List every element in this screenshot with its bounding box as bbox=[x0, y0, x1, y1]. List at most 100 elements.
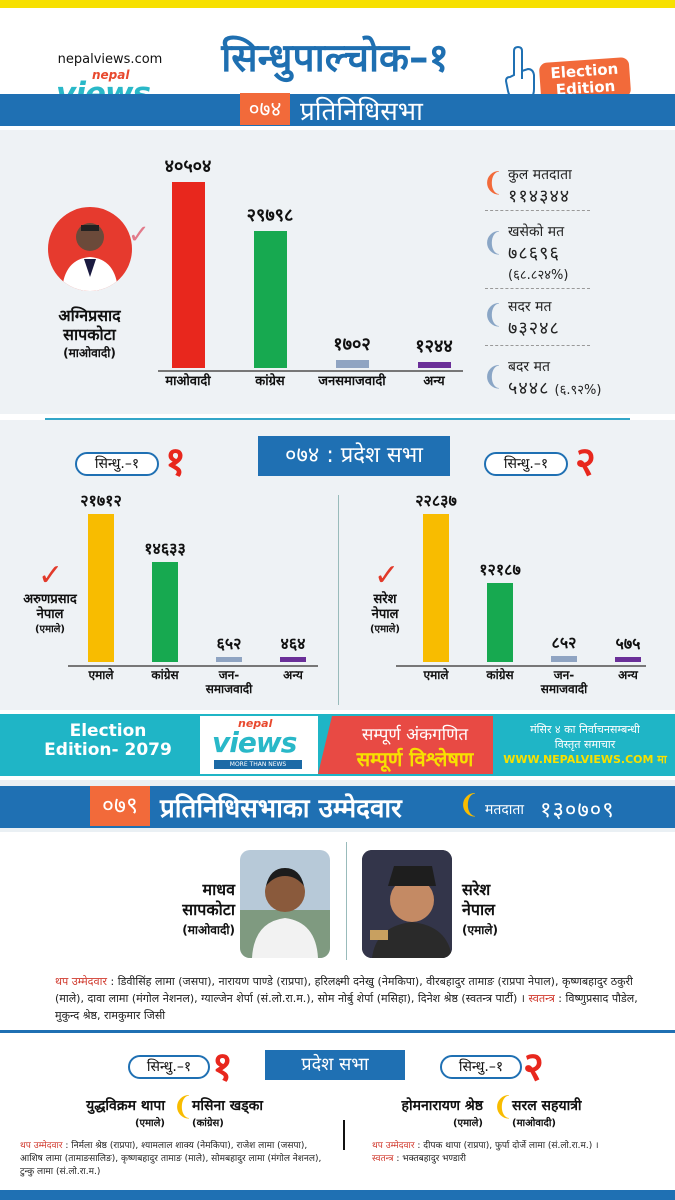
year-box-074: ०७४ bbox=[240, 93, 290, 125]
cand-party: (कांग्रेस) bbox=[192, 1118, 224, 1129]
cand-name: सरल सहयात्री bbox=[512, 1098, 582, 1114]
bar-category-label: जन- समाजवादी bbox=[205, 668, 253, 696]
bar-category-label: कांग्रेस bbox=[255, 374, 285, 389]
promo-logo-tag: MORE THAN NEWS bbox=[214, 760, 302, 769]
winner-first-name: सरेश bbox=[373, 592, 397, 607]
winner-first-name: अग्निप्रसाद bbox=[58, 306, 121, 325]
indep-text: भक्तबहादुर भण्डारी bbox=[402, 1154, 466, 1164]
prov-left-cand-2: मसिना खड्का (कांग्रेस) bbox=[192, 1096, 292, 1129]
constituency-number-left: १ bbox=[212, 1044, 233, 1090]
top-yellow-band bbox=[0, 0, 675, 8]
others-label: थप उम्मेदवार bbox=[372, 1141, 415, 1151]
person-icon bbox=[62, 223, 118, 291]
winner-first-name: अरुणप्रसाद bbox=[23, 592, 77, 607]
section-separator bbox=[0, 1030, 675, 1033]
candidate-photo-saresh bbox=[362, 850, 452, 958]
cand-first-name: माधव bbox=[202, 880, 235, 899]
cand-party: (माओवादी) bbox=[512, 1118, 556, 1129]
chart-bar bbox=[88, 514, 114, 662]
winner-party: (एमाले) bbox=[34, 624, 66, 635]
chart-baseline bbox=[396, 665, 646, 667]
others-text: निर्मला श्रेष्ठ (राप्रपा), श्यामलाल शाक्… bbox=[20, 1141, 322, 1177]
stat-label: सदर मत bbox=[508, 299, 552, 315]
bar-category-label: अन्य bbox=[618, 668, 638, 682]
others-label: थप उम्मेदवार bbox=[55, 975, 107, 988]
constituency-pill-left: सिन्धु.–१ bbox=[75, 452, 159, 476]
promo-line-2: Edition- 2079 bbox=[44, 740, 172, 760]
winner-check-icon: ✓ bbox=[38, 558, 64, 593]
constituency-number-right: २ bbox=[523, 1044, 544, 1090]
promo-news-text: मंसिर ४ का निर्वाचनसम्बन्धी विस्तृत समाच… bbox=[500, 722, 670, 752]
chart-bar bbox=[423, 514, 449, 662]
bar-category-label: एमाले bbox=[88, 668, 114, 682]
promo-red-line-2: सम्पूर्ण विश्लेषण bbox=[356, 747, 474, 771]
chart-bar bbox=[152, 562, 178, 662]
stat-value: ११४३४४ bbox=[508, 186, 571, 207]
cand-madhav: माधव सापकोटा (माओवादी) bbox=[150, 880, 235, 940]
bar-value-label: १७०२ bbox=[333, 334, 371, 356]
cand-party: (एमाले) bbox=[134, 1118, 165, 1129]
section-divider bbox=[45, 418, 630, 420]
stat-value: ५४४८ bbox=[508, 378, 550, 399]
swash-icon: ❨ bbox=[482, 362, 504, 392]
winner-check-icon: ✓ bbox=[374, 558, 400, 593]
bar-category-label: माओवादी bbox=[165, 374, 211, 389]
chart-bar bbox=[171, 182, 205, 368]
promo-url[interactable]: WWW.NEPALVIEWS.COM मा bbox=[503, 753, 667, 766]
stat-label: बदर मत bbox=[508, 359, 550, 375]
swash-icon: ❨ bbox=[482, 168, 504, 198]
bar-value-label: २१७१२ bbox=[80, 491, 122, 510]
promo-red-box bbox=[318, 716, 493, 774]
stat-value: ७८६९६ bbox=[508, 243, 560, 264]
cand-first-name: सरेश bbox=[462, 880, 491, 899]
chart-bar bbox=[335, 360, 369, 368]
year-box-079: ०७९ bbox=[90, 786, 150, 826]
bar-value-label: ४०५०४ bbox=[164, 156, 212, 177]
logo-nepal-text: nepal bbox=[92, 68, 130, 82]
site-url[interactable]: nepalviews.com bbox=[57, 52, 163, 67]
bar-category-label: अन्य bbox=[423, 374, 445, 389]
stat-label: कुल मतदाता bbox=[508, 167, 572, 183]
cand-party: (माओवादी) bbox=[182, 923, 235, 937]
stat-votes-cast: खसेको मत ७८६९६ (६८.८२४%) bbox=[508, 222, 568, 283]
bar-value-label: २२८३७ bbox=[415, 491, 457, 510]
chart-bar bbox=[417, 362, 451, 368]
cand-last-name: सापकोटा bbox=[182, 900, 235, 919]
prov-left-cand-1: युद्धविक्रम थापा (एमाले) bbox=[55, 1096, 165, 1129]
vertical-divider bbox=[338, 495, 339, 705]
bar-category-label: कांग्रेस bbox=[151, 668, 179, 682]
prov-2074-title: ०७४ : प्रदेश सभा bbox=[258, 436, 450, 476]
bar-value-label: २९७९८ bbox=[246, 205, 294, 227]
person-icon bbox=[362, 850, 452, 958]
stat-valid-votes: सदर मत ७३२४८ bbox=[508, 297, 560, 340]
constituency-number-right: २ bbox=[575, 439, 596, 485]
bar-value-label: ८५२ bbox=[551, 633, 577, 653]
promo-logo-views: views bbox=[212, 726, 297, 759]
swash-icon: ❨ bbox=[172, 1092, 194, 1122]
bottom-band bbox=[0, 1190, 675, 1200]
cand-name: मसिना खड्का bbox=[192, 1098, 264, 1114]
page-title: सिन्धुपाल्चोक–१ bbox=[221, 36, 449, 81]
promo-news-line-1: मंसिर ४ का निर्वाचनसम्बन्धी bbox=[530, 723, 640, 736]
bar-value-label: ४६४ bbox=[280, 634, 306, 653]
bar-value-label: १२१८७ bbox=[479, 560, 521, 580]
vertical-divider bbox=[346, 842, 347, 960]
constituency-pill-right: सिन्धु.–१ bbox=[484, 452, 568, 476]
indep-label: स्वतन्त्र bbox=[528, 992, 555, 1005]
person-icon bbox=[240, 868, 330, 958]
others-text: डिवीसिंह लामा (जसपा), नारायण पाण्डे (राप… bbox=[55, 975, 633, 1005]
promo-line-1: Election bbox=[69, 721, 147, 741]
bar-value-label: १४६३३ bbox=[144, 539, 186, 559]
bar-category-label: जनसमाजवादी bbox=[318, 374, 386, 389]
winner-name-2074: अग्निप्रसाद सापकोटा (माओवादी) bbox=[32, 306, 147, 363]
constituency-pill-left: सिन्धु.–१ bbox=[128, 1055, 210, 1079]
winner-last-name: नेपाल bbox=[36, 607, 64, 622]
cand-party: (एमाले) bbox=[462, 923, 499, 937]
swash-icon: ❨ bbox=[482, 300, 504, 330]
bar-value-label: ५७५ bbox=[615, 634, 641, 653]
winner-last-name: नेपाल bbox=[371, 607, 399, 622]
house-band-074 bbox=[0, 88, 675, 130]
prov-right-winner: सरेश नेपाल (एमाले) bbox=[355, 592, 415, 637]
winner-party: (माओवादी) bbox=[63, 346, 116, 360]
swash-icon: ❨ bbox=[458, 790, 480, 820]
